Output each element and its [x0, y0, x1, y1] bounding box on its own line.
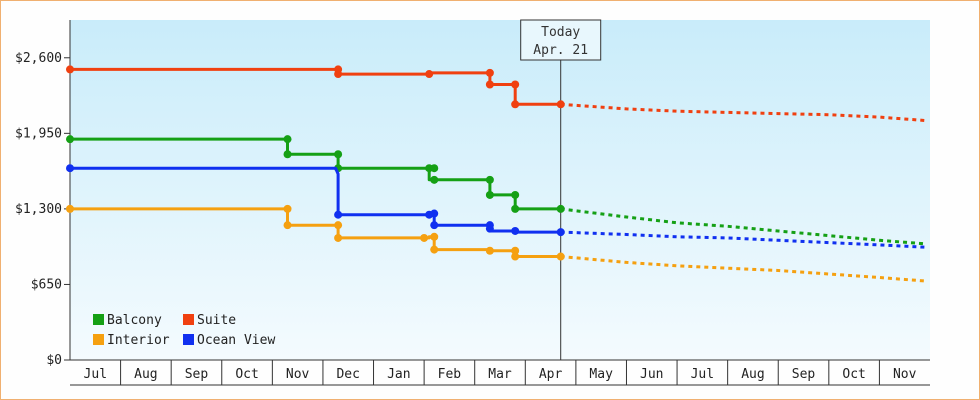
data-point-interior	[66, 204, 74, 213]
today-date: Apr. 21	[533, 43, 588, 58]
y-tick-label: $2,600	[15, 51, 62, 66]
x-tick-label: May	[589, 367, 613, 382]
data-point-ocean-view	[66, 164, 74, 173]
data-point-balcony	[430, 164, 439, 173]
data-point-suite	[511, 100, 520, 109]
x-tick-label: Nov	[893, 367, 917, 382]
x-tick-label: Nov	[286, 367, 310, 382]
x-tick-label: Jul	[691, 367, 714, 382]
plot-area	[70, 20, 930, 360]
data-point-balcony	[511, 190, 520, 199]
x-tick-label: Jan	[387, 367, 410, 382]
x-tick-label: Mar	[488, 367, 512, 382]
x-tick-label: Aug	[741, 367, 764, 382]
y-tick-label: $650	[31, 277, 62, 292]
data-point-ocean-view	[334, 210, 343, 219]
data-point-suite	[66, 65, 74, 74]
data-point-interior	[485, 246, 494, 255]
series-forecast-suite	[560, 102, 926, 122]
x-tick-label: Aug	[134, 367, 157, 382]
x-tick-label: Oct	[842, 367, 865, 382]
legend-swatch-suite	[183, 314, 194, 325]
series-forecast-ocean-view	[560, 230, 925, 249]
data-point-interior	[430, 245, 439, 254]
data-point-interior	[283, 221, 292, 230]
series-forecast-balcony	[560, 207, 926, 246]
x-tick-label: Oct	[235, 367, 258, 382]
series-balcony	[66, 135, 926, 246]
legend-label-ocean-view: Ocean View	[197, 333, 275, 348]
x-axis: Jul Aug Sep Oct Nov Dec Jan Feb Mar Apr May Jun Jul A…	[70, 359, 930, 386]
data-point-suite	[425, 70, 434, 79]
x-tick-label: Jun	[640, 367, 663, 382]
data-point-balcony	[485, 190, 494, 199]
legend-label-interior: Interior	[107, 333, 170, 348]
data-point-balcony	[556, 204, 565, 213]
x-tick-label: Sep	[185, 367, 209, 382]
series-interior	[66, 204, 926, 283]
data-point-balcony	[334, 150, 343, 159]
x-tick-label: Feb	[438, 367, 462, 382]
legend-swatch-balcony	[93, 314, 104, 325]
legend: Balcony Suite Interior Ocean View	[93, 313, 275, 348]
data-point-ocean-view	[485, 224, 494, 233]
data-point-interior	[283, 204, 292, 213]
data-point-interior	[334, 233, 343, 242]
series-ocean-view	[66, 164, 925, 249]
data-point-suite	[485, 80, 494, 89]
data-point-balcony	[283, 150, 292, 159]
y-tick-label: $0	[46, 353, 62, 368]
data-point-balcony	[430, 175, 439, 184]
legend-label-suite: Suite	[197, 313, 236, 328]
data-point-interior	[511, 246, 520, 255]
y-axis: $0 $650 $1,300 $1,950 $2,600	[15, 20, 71, 368]
y-tick-label: $1,950	[15, 126, 62, 141]
today-marker: Today Apr. 21	[520, 19, 602, 360]
data-point-suite	[334, 70, 343, 79]
data-point-interior	[556, 252, 565, 261]
data-point-balcony	[283, 135, 292, 144]
data-point-ocean-view	[430, 221, 439, 230]
x-tick-label: Jul	[84, 367, 107, 382]
y-tick-label: $1,300	[15, 202, 62, 217]
data-point-interior	[430, 232, 439, 241]
data-point-balcony	[485, 175, 494, 184]
legend-swatch-interior	[93, 334, 104, 345]
data-point-ocean-view	[556, 228, 565, 237]
data-point-suite	[511, 80, 520, 89]
x-tick-label: Sep	[792, 367, 816, 382]
today-box	[520, 19, 602, 61]
data-point-ocean-view	[430, 209, 439, 218]
legend-label-balcony: Balcony	[107, 313, 162, 328]
x-tick-label: Dec	[336, 367, 359, 382]
today-label: Today	[541, 25, 580, 40]
data-point-interior	[511, 252, 520, 261]
data-point-ocean-view	[511, 226, 520, 235]
data-point-balcony	[511, 204, 520, 213]
data-point-suite	[556, 100, 565, 109]
data-point-balcony	[66, 135, 74, 144]
x-tick-label: Apr	[539, 367, 563, 382]
series-suite	[66, 65, 926, 122]
data-point-interior	[420, 233, 429, 242]
data-point-suite	[485, 68, 494, 77]
series-layer	[66, 65, 926, 283]
legend-swatch-ocean-view	[183, 334, 194, 345]
series-forecast-interior	[560, 255, 926, 283]
data-point-interior	[334, 221, 343, 230]
